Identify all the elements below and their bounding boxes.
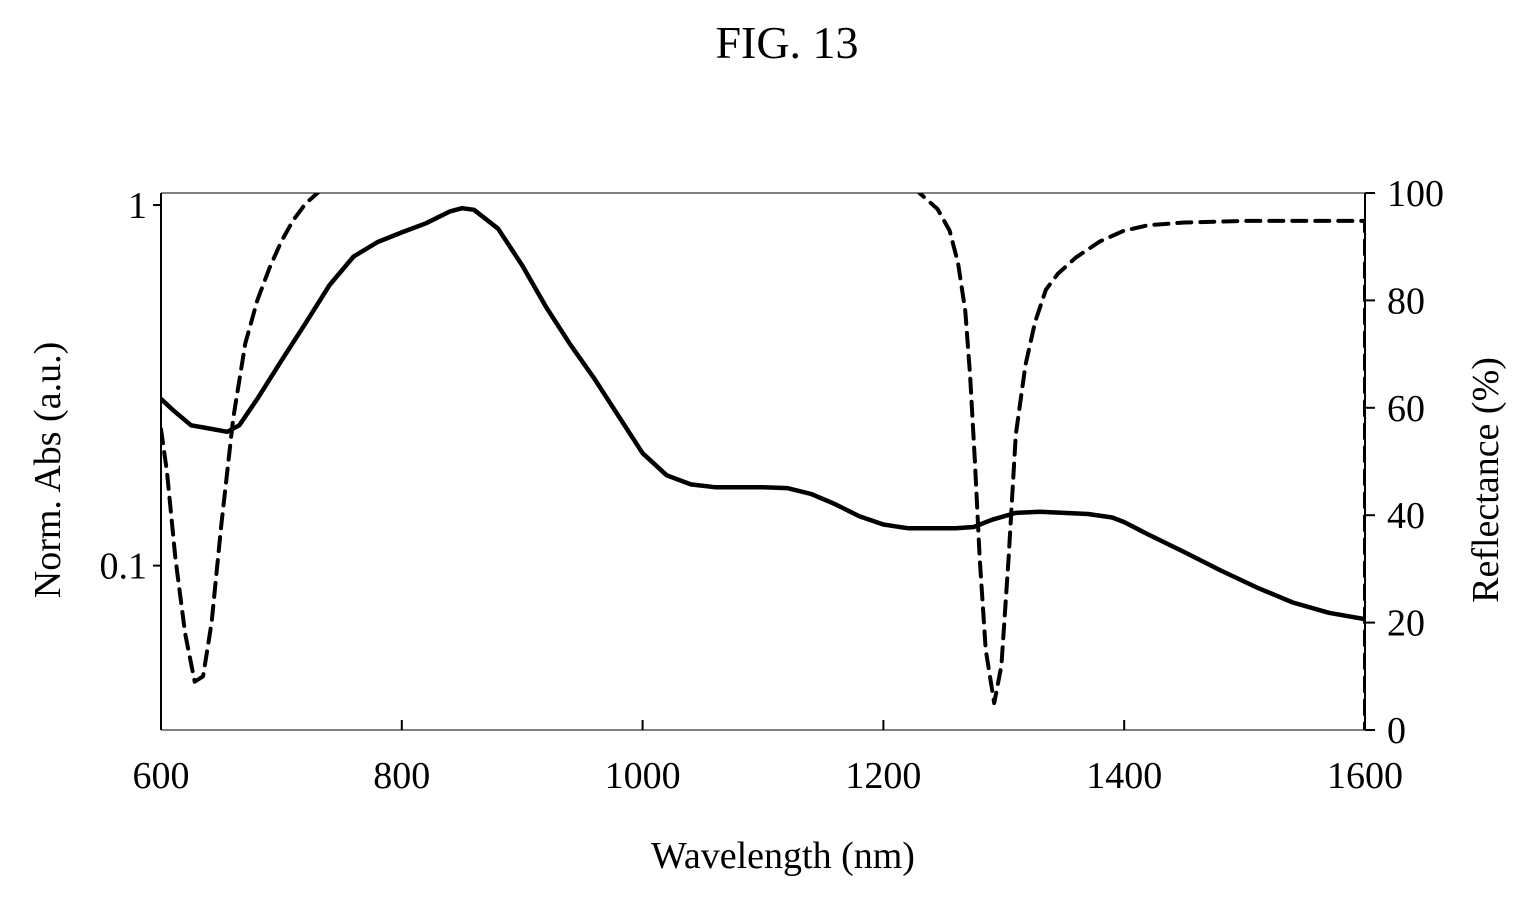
x-axis-label: Wavelength (nm) <box>651 835 915 877</box>
absorbance-solid-line <box>161 205 1365 622</box>
left-y-tick-label-1: 1 <box>128 185 147 227</box>
right-y-tick-label-5: 100 <box>1387 173 1444 215</box>
series-layer <box>161 193 1365 730</box>
x-tick-label-0: 600 <box>133 755 190 797</box>
left-y-axis-ticks: 0.11 <box>100 185 161 588</box>
reflectance-dashed-line <box>161 193 1365 730</box>
x-tick-label-2: 1000 <box>605 755 681 797</box>
x-axis-ticks: 600 800 1000 1200 1400 1600 <box>133 720 1403 797</box>
right-y-tick-label-3: 60 <box>1387 388 1425 430</box>
x-tick-label-1: 800 <box>373 755 430 797</box>
x-tick-label-3: 1200 <box>845 755 921 797</box>
left-y-axis-label: Norm. Abs (a.u.) <box>27 342 69 598</box>
x-tick-label-5: 1600 <box>1327 755 1403 797</box>
right-y-axis-label: Reflectance (%) <box>1465 357 1507 603</box>
figure-title: FIG. 13 <box>715 17 858 68</box>
left-y-tick-label-0: 0.1 <box>100 546 148 588</box>
right-y-tick-label-4: 80 <box>1387 280 1425 322</box>
right-y-tick-label-2: 40 <box>1387 495 1425 537</box>
right-y-tick-label-1: 20 <box>1387 603 1425 645</box>
x-tick-label-4: 1400 <box>1086 755 1162 797</box>
right-y-axis-ticks: 0 20 40 60 80 100 <box>1365 173 1444 752</box>
right-y-tick-label-0: 0 <box>1387 710 1406 752</box>
